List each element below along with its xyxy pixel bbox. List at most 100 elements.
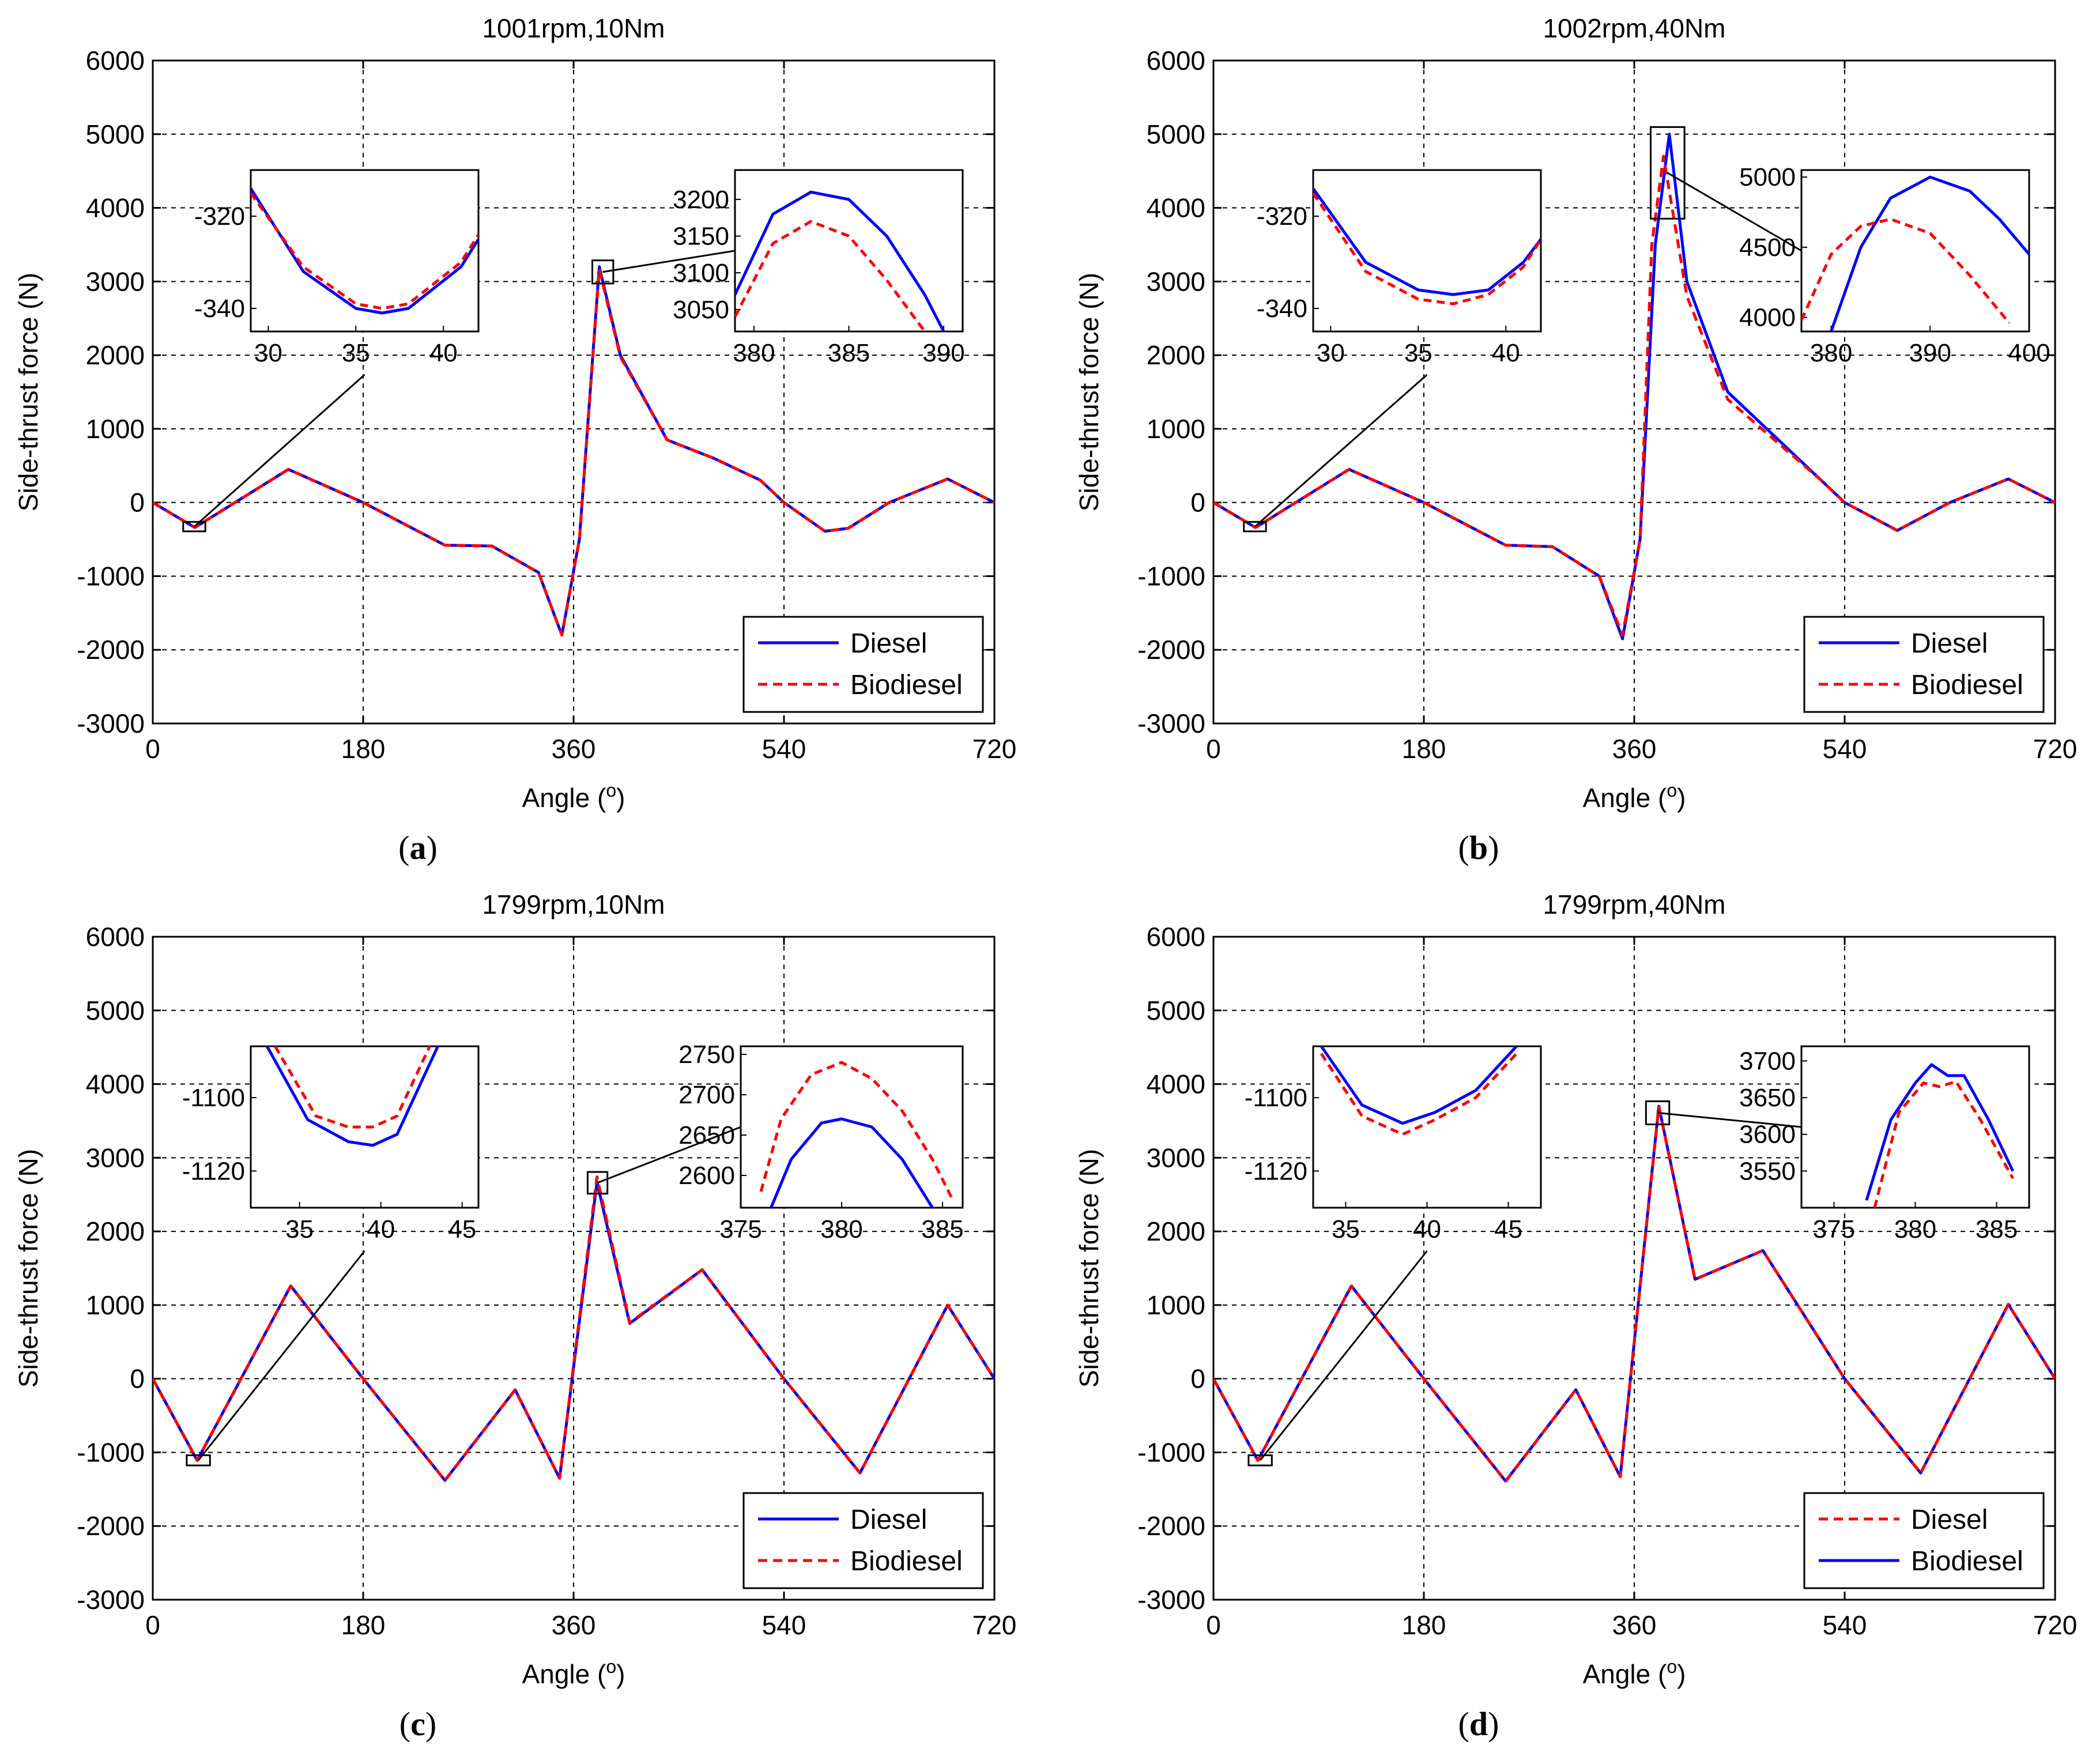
inset-y-tick-label: -320 bbox=[1257, 202, 1307, 231]
y-tick-label: 0 bbox=[130, 1364, 145, 1394]
inset-1: 30 35 40 -320 -340 bbox=[1243, 169, 1542, 533]
x-axis-label-sup: o bbox=[1667, 780, 1677, 801]
x-axis-label-close: ) bbox=[616, 1659, 625, 1689]
legend-label: Biodiesel bbox=[850, 670, 963, 700]
inset-frame bbox=[740, 1045, 964, 1209]
inset-1: 30 35 40 -320 -340 bbox=[182, 169, 480, 533]
chart-title: 1001rpm,10Nm bbox=[482, 13, 665, 43]
inset-x-tick-label: 380 bbox=[733, 339, 775, 367]
x-axis-label-sup: o bbox=[606, 780, 616, 801]
y-tick-label: 4000 bbox=[1147, 193, 1205, 223]
inset-y-tick-label: 3600 bbox=[1739, 1121, 1796, 1149]
inset-series-line bbox=[1320, 1046, 1518, 1125]
x-tick-label: 0 bbox=[1206, 1610, 1221, 1640]
inset-x-tick-label: 380 bbox=[1810, 339, 1852, 367]
y-tick-label: 1000 bbox=[1147, 1290, 1205, 1320]
inset-series-line bbox=[1313, 192, 1541, 306]
inset-y-tick-label: -1120 bbox=[1245, 1157, 1307, 1185]
inset-y-tick-label: 5000 bbox=[1739, 163, 1796, 191]
chart-title: 1799rpm,40Nm bbox=[1543, 889, 1725, 919]
x-tick-label: 0 bbox=[145, 734, 160, 764]
inset-y-tick-label: 2600 bbox=[678, 1162, 735, 1190]
x-tick-label: 360 bbox=[552, 734, 596, 764]
y-tick-label: 3000 bbox=[1147, 266, 1205, 296]
y-tick-label: 5000 bbox=[1147, 119, 1205, 149]
connector-line bbox=[197, 1250, 365, 1461]
panel-d: 0 180 360 540 720 -3000 -2000 -1000 0 1000 2000 300… bbox=[1074, 889, 2077, 1743]
x-axis-label-close: ) bbox=[1677, 783, 1686, 813]
inset-frame bbox=[1800, 1045, 2030, 1209]
caption-open: ( bbox=[1458, 829, 1469, 866]
y-tick-label: 5000 bbox=[86, 119, 145, 149]
chart-title: 1799rpm,10Nm bbox=[482, 889, 665, 919]
caption-open: ( bbox=[1458, 1705, 1469, 1743]
x-tick-label: 0 bbox=[1206, 734, 1221, 764]
y-tick-label: 5000 bbox=[86, 996, 145, 1026]
inset-y-tick-label: -340 bbox=[1257, 295, 1307, 323]
y-tick-label: 1000 bbox=[1147, 414, 1205, 444]
inset-y-tick-label: 3700 bbox=[1739, 1047, 1796, 1075]
x-tick-label: 720 bbox=[2033, 734, 2078, 764]
inset-x-tick-label: 380 bbox=[1894, 1215, 1936, 1243]
inset-1: 35 40 45 -1100 -1120 bbox=[182, 1045, 480, 1467]
y-tick-label: 1000 bbox=[86, 1290, 145, 1320]
inset-x-tick-label: 40 bbox=[429, 339, 458, 367]
y-tick-label: 2000 bbox=[1147, 340, 1205, 370]
y-tick-label: -2000 bbox=[1137, 1511, 1205, 1541]
inset-x-tick-label: 40 bbox=[1413, 1215, 1441, 1243]
x-axis-label: Angle (o) bbox=[522, 1656, 625, 1689]
y-tick-label: 0 bbox=[130, 488, 145, 518]
y-tick-label: 6000 bbox=[1147, 46, 1205, 76]
inset-y-tick-label: 3650 bbox=[1739, 1084, 1796, 1112]
inset-series-line bbox=[266, 1046, 439, 1147]
inset-y-tick-label: -1120 bbox=[182, 1157, 245, 1185]
legend-box bbox=[1803, 616, 2045, 713]
x-axis-label-sup: o bbox=[1667, 1656, 1677, 1677]
y-tick-label: 6000 bbox=[86, 46, 145, 76]
x-axis-label: Angle (o) bbox=[522, 780, 625, 813]
x-axis-label-close: ) bbox=[616, 783, 625, 813]
panel-b: 0 180 360 540 720 -3000 -2000 -1000 0 1000 2000 300… bbox=[1074, 13, 2077, 866]
connector-line bbox=[1254, 374, 1428, 527]
x-tick-label: 720 bbox=[972, 1610, 1017, 1640]
inset-x-tick-label: 35 bbox=[285, 1215, 314, 1243]
y-tick-label: -1000 bbox=[77, 561, 145, 591]
inset-2: 375 380 385 2750 2700 2650 2600 bbox=[586, 1041, 964, 1243]
inset-x-tick-label: 30 bbox=[1317, 339, 1345, 367]
x-axis-label: Angle (o) bbox=[1583, 780, 1686, 813]
panel-c: 0 180 360 540 720 -3000 -2000 -1000 0 1000 2000 300… bbox=[13, 889, 1016, 1743]
x-tick-label: 180 bbox=[1402, 734, 1446, 764]
inset-y-tick-label: -340 bbox=[194, 295, 245, 323]
x-tick-label: 540 bbox=[1823, 1610, 1867, 1640]
x-tick-label: 180 bbox=[1402, 1610, 1446, 1640]
chart-title: 1002rpm,40Nm bbox=[1543, 13, 1725, 43]
inset-series-line bbox=[251, 187, 478, 315]
series-line-biodiesel bbox=[1213, 154, 2055, 637]
series-line-diesel bbox=[1213, 1105, 2055, 1483]
x-axis-label: Angle (o) bbox=[1583, 1656, 1686, 1689]
zoom-target-box bbox=[1645, 1100, 1671, 1125]
y-tick-label: 4000 bbox=[86, 1069, 145, 1099]
legend: Diesel Biodiesel bbox=[1803, 616, 2045, 713]
caption-open: ( bbox=[399, 1705, 410, 1743]
legend-label: Diesel bbox=[1911, 628, 1988, 659]
inset-x-tick-label: 400 bbox=[2008, 339, 2050, 367]
y-tick-label: -2000 bbox=[77, 635, 145, 665]
connector-line bbox=[193, 374, 365, 527]
inset-y-tick-label: 2700 bbox=[678, 1081, 735, 1109]
inset-series-line bbox=[735, 220, 927, 331]
caption-close: ) bbox=[1488, 1705, 1499, 1743]
inset-x-tick-label: 390 bbox=[922, 339, 964, 367]
x-tick-label: 540 bbox=[1823, 734, 1867, 764]
inset-y-tick-label: 4000 bbox=[1739, 304, 1796, 332]
inset-x-tick-label: 35 bbox=[342, 339, 370, 367]
inset-frame bbox=[734, 169, 964, 333]
caption-close: ) bbox=[427, 829, 438, 866]
connector-line bbox=[1259, 1250, 1428, 1461]
inset-x-tick-label: 385 bbox=[1976, 1215, 2018, 1243]
y-tick-label: -3000 bbox=[77, 708, 145, 738]
y-tick-label: 3000 bbox=[1147, 1143, 1205, 1173]
y-tick-label: 3000 bbox=[86, 1143, 145, 1173]
y-tick-label: 1000 bbox=[86, 414, 145, 444]
